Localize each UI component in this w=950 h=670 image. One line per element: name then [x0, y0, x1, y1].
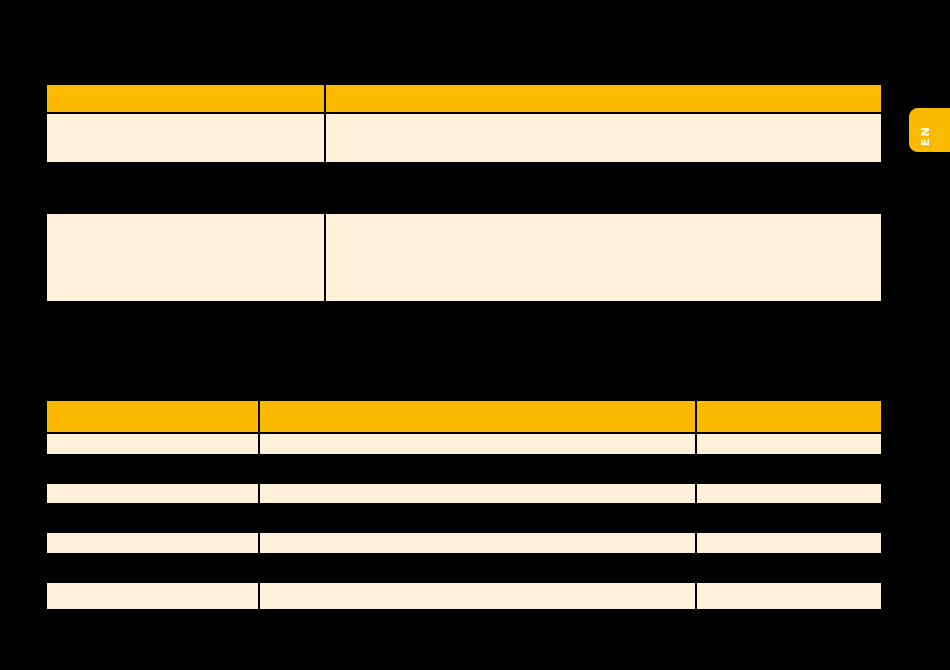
table-3-row-3-cell-3	[697, 533, 881, 553]
table-3-row-2-cell-1	[47, 484, 258, 503]
table-3-row-3-cell-2	[260, 533, 695, 553]
language-tab[interactable]: EN	[909, 108, 950, 152]
table-3-row-1-cell-2	[260, 434, 695, 454]
table-2-row-1-cell-1	[47, 214, 324, 301]
table-3-row-4-cell-1	[47, 583, 258, 609]
language-tab-label: EN	[919, 125, 932, 146]
table-3-header-cell-1	[47, 401, 258, 432]
table-3-row-3-cell-1	[47, 533, 258, 553]
table-1-header-cell-1	[47, 85, 324, 112]
table-3-row-4-cell-3	[697, 583, 881, 609]
table-3-header-cell-2	[260, 401, 695, 432]
table-1-row-1-cell-2	[326, 114, 881, 162]
table-2-row-1-cell-2	[326, 214, 881, 301]
table-3-row-2-cell-3	[697, 484, 881, 503]
table-1-header-cell-2	[326, 85, 881, 112]
table-3-row-2-cell-2	[260, 484, 695, 503]
table-1-row-1-cell-1	[47, 114, 324, 162]
table-3-row-1-cell-1	[47, 434, 258, 454]
table-3-header-cell-3	[697, 401, 881, 432]
table-3-row-4-cell-2	[260, 583, 695, 609]
table-3-row-1-cell-3	[697, 434, 881, 454]
